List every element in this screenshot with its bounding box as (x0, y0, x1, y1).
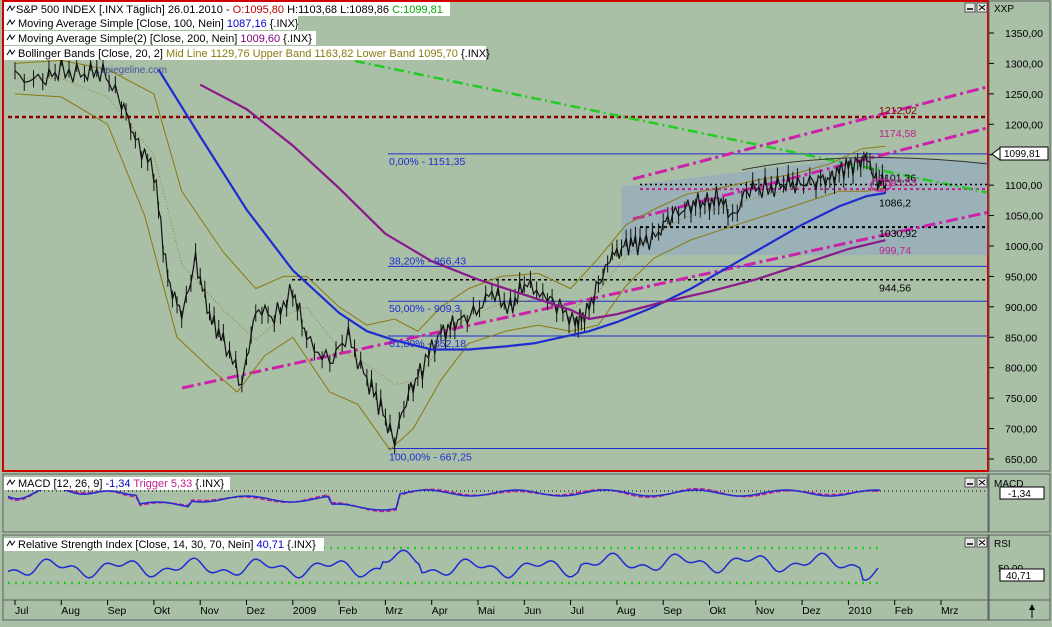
highlight-ellipse (870, 178, 892, 192)
price-axis-label: XXP (994, 4, 1014, 15)
level-label: 50,00% - 909,3 (389, 303, 460, 315)
y-tick-label: 1100,00 (1005, 180, 1042, 192)
x-tick-label: Dez (247, 605, 266, 617)
chart-header-symbol: S&P 500 INDEX [.INX Täglich] 26.01.2010 … (16, 4, 443, 16)
trendline-magenta (632, 126, 988, 221)
x-tick-label: Sep (663, 605, 682, 617)
y-tick-label: 700,00 (1005, 424, 1037, 436)
level-label: 61,80% - 852,18 (389, 338, 466, 350)
trendline-green (354, 59, 988, 194)
level-label: 1101,36 (879, 172, 916, 184)
macd-close-icon[interactable] (976, 477, 988, 488)
level-label: 1030,92 (879, 228, 917, 240)
level-label: 1174,58 (879, 128, 916, 140)
y-tick-label: 750,00 (1005, 393, 1037, 405)
x-tick-label: Apr (432, 605, 449, 617)
bollinger-upper (14, 59, 886, 332)
macd-legend: MACD [12, 26, 9] -1,34 Trigger 5,33 {.IN… (18, 478, 224, 490)
level-label: 100,00% - 667,25 (389, 452, 472, 464)
rsi-value-badge: 40,71 (1006, 571, 1031, 582)
indicator-icon[interactable] (6, 539, 16, 547)
rsi-axis-label: RSI (994, 539, 1011, 550)
y-tick-label: 800,00 (1005, 363, 1037, 375)
level-label: 38,20% - 966,43 (389, 255, 466, 267)
y-tick-label: 1350,00 (1005, 28, 1043, 40)
macd-axis-label: MACD (994, 479, 1023, 490)
level-label: 944,56 (879, 283, 911, 295)
x-tick-label: Nov (200, 605, 219, 617)
price-axis[interactable] (988, 0, 1051, 472)
level-label: 1086,2 (879, 198, 911, 210)
rsi-line (7, 549, 879, 581)
rsi-legend: Relative Strength Index [Close, 14, 30, … (18, 539, 316, 551)
x-tick-label: Feb (895, 605, 913, 617)
x-tick-label: Aug (61, 605, 80, 617)
x-tick-label: Mrz (941, 605, 959, 617)
svg-text:1099,81: 1099,81 (1004, 149, 1041, 160)
y-tick-label: 950,00 (1005, 271, 1037, 283)
x-tick-label: Mai (478, 605, 495, 617)
y-tick-label: 1050,00 (1005, 211, 1043, 223)
x-tick-label: Jul (571, 605, 584, 617)
x-tick-label: Nov (756, 605, 775, 617)
macd-minimize-icon[interactable] (964, 477, 976, 488)
x-tick-label: Sep (108, 605, 127, 617)
indicator-icon[interactable] (6, 18, 16, 26)
y-tick-label: 1250,00 (1005, 89, 1043, 101)
x-tick-label: Jul (15, 605, 28, 617)
arc-line (741, 157, 988, 171)
x-tick-label: Jun (524, 605, 541, 617)
price-series (14, 57, 886, 447)
level-label: 999,74 (879, 245, 911, 257)
ma100-legend: Moving Average Simple [Close, 100, Nein]… (18, 18, 299, 30)
bollinger-legend: Bollinger Bands [Close, 20, 2] Mid Line … (18, 48, 490, 60)
y-tick-label: 850,00 (1005, 332, 1037, 344)
ma100-line (157, 68, 886, 351)
rsi-close-icon[interactable] (976, 537, 988, 548)
x-tick-label: 2010 (848, 605, 872, 617)
indicator-icon[interactable] (6, 4, 16, 12)
x-tick-label: Feb (339, 605, 357, 617)
shaded-region (621, 155, 988, 256)
macd-axis[interactable] (988, 473, 1051, 533)
rsi-minimize-icon[interactable] (964, 537, 976, 548)
ma200-line (199, 83, 886, 321)
macd-line (7, 486, 881, 511)
last-price-badge: 1099,81 (991, 146, 1049, 161)
level-label: 0,00% - 1151,35 (389, 156, 465, 168)
x-tick-label: Mrz (385, 605, 403, 617)
level-label: 1093,53 (879, 177, 917, 189)
macd-value-badge: -1,34 (1008, 489, 1031, 500)
indicator-icon[interactable] (6, 48, 16, 56)
minimize-icon[interactable] (964, 2, 976, 13)
x-tick-label: Okt (154, 605, 170, 617)
close-icon[interactable] (976, 2, 988, 13)
y-tick-label: 650,00 (1005, 454, 1037, 466)
y-tick-label: 900,00 (1005, 302, 1037, 314)
indicator-icon[interactable] (6, 478, 16, 486)
y-tick-label: 1200,00 (1005, 119, 1043, 131)
up-arrow-icon[interactable] (1029, 604, 1035, 618)
bollinger-lower (14, 93, 886, 451)
watermark: ...spiegeline.com (92, 65, 167, 76)
indicator-icon[interactable] (6, 33, 16, 41)
level-label: 1212,02 (879, 105, 917, 117)
trendline-magenta (632, 85, 988, 181)
x-tick-label: Aug (617, 605, 636, 617)
y-tick-label: 1300,00 (1005, 58, 1043, 70)
y-tick-label: 1000,00 (1005, 241, 1043, 253)
time-axis[interactable] (2, 599, 989, 621)
ma200-legend: Moving Average Simple(2) [Close, 200, Ne… (18, 33, 312, 45)
x-tick-label: Okt (710, 605, 726, 617)
x-tick-label: Dez (802, 605, 821, 617)
x-tick-label: 2009 (293, 605, 317, 617)
